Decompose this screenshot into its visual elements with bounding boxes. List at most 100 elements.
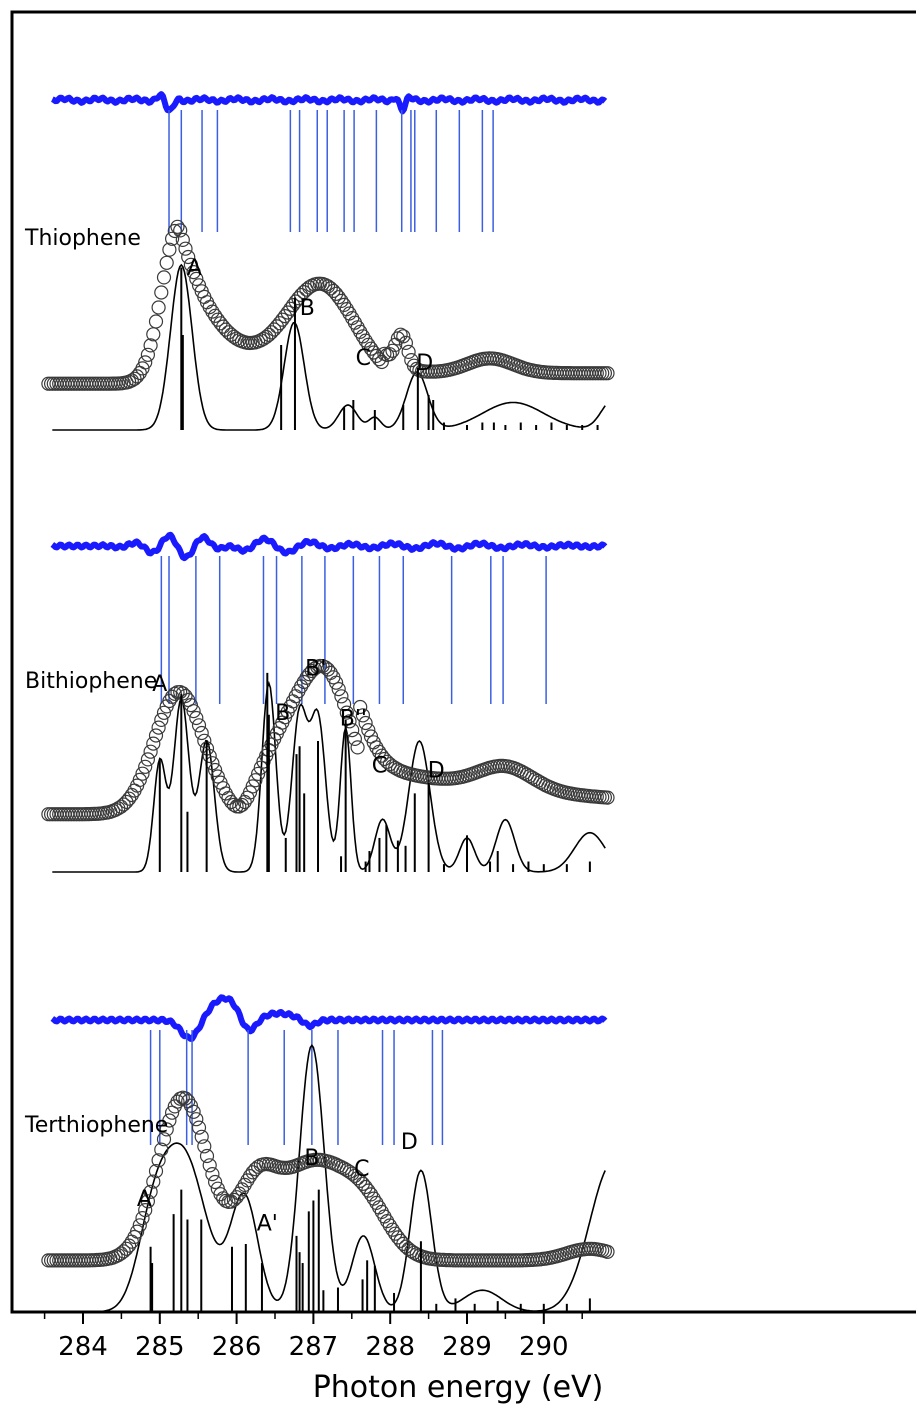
experiment-point	[154, 1142, 169, 1157]
peak-label: B	[300, 296, 315, 321]
experiment-point	[146, 736, 161, 751]
experiment-point	[156, 705, 172, 720]
experiment-point	[248, 773, 263, 788]
experiment-point	[377, 751, 392, 767]
experiment-point	[275, 312, 290, 327]
experiment-point	[191, 278, 207, 293]
experiment-point	[173, 223, 188, 238]
experiment-point	[143, 338, 158, 353]
experiment-point	[189, 271, 204, 286]
experiment-point	[382, 1218, 397, 1233]
experiment-point	[334, 293, 349, 308]
experiment-point	[393, 327, 408, 342]
experiment-point	[329, 286, 344, 301]
experiment-point	[363, 341, 379, 356]
experiment-point	[296, 674, 311, 690]
peak-label: A	[137, 1187, 152, 1212]
experiment-point	[208, 1174, 223, 1190]
experiment-point	[401, 344, 416, 359]
experiment-point	[337, 697, 352, 712]
experiment-point	[113, 799, 129, 814]
peak-label: B''	[340, 706, 367, 731]
experiment-point	[385, 1222, 400, 1237]
experiment-point	[159, 1122, 174, 1137]
panel-label: Thiophene	[24, 226, 141, 251]
peak-label: D	[401, 1130, 418, 1155]
experiment-point	[600, 366, 615, 381]
experiment-point	[358, 333, 373, 348]
panel-label: Terthiophene	[24, 1113, 168, 1138]
experiment-point	[224, 1194, 239, 1209]
x-tick-label: 285	[135, 1332, 185, 1362]
experiment-point	[113, 1246, 129, 1261]
experiment-point	[148, 314, 164, 329]
experiment-point	[361, 337, 376, 352]
experiment-point	[140, 752, 155, 767]
experiment-point	[167, 686, 182, 701]
experiment-point	[261, 327, 276, 342]
experiment-point	[186, 265, 201, 280]
experiment-point	[320, 279, 336, 294]
experiment-point	[329, 675, 344, 690]
experiment-point	[124, 373, 139, 388]
peak-label: C	[356, 346, 371, 371]
experiment-point	[361, 722, 376, 738]
x-axis: 284 285 286 287 288 289 290	[43, 1312, 583, 1362]
experiment-point	[372, 1200, 387, 1215]
experiment-point	[202, 300, 217, 315]
experiment-point	[151, 300, 166, 315]
experiment-point	[600, 1244, 615, 1259]
experiment-point	[345, 1166, 360, 1181]
experiment-point	[183, 257, 198, 272]
experiment-point	[380, 1213, 395, 1229]
panel-terthiophene: Terthiophene A A' B C D	[24, 994, 615, 1313]
experiment-point	[135, 1210, 150, 1226]
experiment-point	[197, 1139, 212, 1154]
experiment-point	[208, 308, 223, 323]
experiment-point	[151, 720, 166, 735]
peak-label: A	[187, 256, 202, 281]
experiment-point	[347, 731, 362, 747]
experiment-point	[355, 329, 370, 344]
experiment-point	[396, 329, 411, 344]
experiment-point	[294, 287, 309, 303]
panel-label: Bithiophene	[25, 669, 157, 694]
experiment-point	[194, 1129, 209, 1144]
experiment-point	[183, 697, 198, 713]
experiment-point	[272, 316, 287, 331]
experiment-point	[210, 769, 225, 784]
experiment-point	[347, 1168, 362, 1183]
experiment-point	[186, 703, 201, 719]
experiment-point	[162, 1113, 177, 1128]
experiment-point	[337, 297, 352, 312]
experiment-point	[132, 1218, 147, 1233]
experiment-point	[232, 799, 247, 814]
panel-thiophene: Thiophene A B C D	[24, 91, 615, 431]
experiment-point	[334, 689, 349, 704]
experiment-point	[122, 1238, 137, 1253]
experiment-point	[205, 304, 220, 319]
experiment-point	[156, 1132, 172, 1147]
experiment-point	[358, 1179, 373, 1195]
experiment-point	[143, 744, 158, 759]
experiment-point	[170, 1094, 185, 1109]
peak-label: C	[372, 753, 387, 778]
experiment-point	[218, 322, 233, 337]
experiment-point	[175, 232, 190, 247]
experiment-point	[162, 693, 177, 709]
experiment-point	[138, 355, 153, 370]
experiment-point	[138, 759, 153, 774]
theory-curve	[52, 263, 606, 431]
experiment-point	[189, 1112, 204, 1127]
experiment-point	[205, 1166, 220, 1182]
x-tick-label: 289	[442, 1332, 492, 1362]
experiment-point	[173, 684, 188, 700]
theory-curve	[52, 680, 606, 873]
experiment-point	[350, 740, 365, 755]
experiment-point	[283, 301, 298, 316]
peak-label: A'	[257, 1211, 278, 1236]
experiment-point	[366, 1191, 381, 1206]
experiment-point	[159, 255, 174, 270]
